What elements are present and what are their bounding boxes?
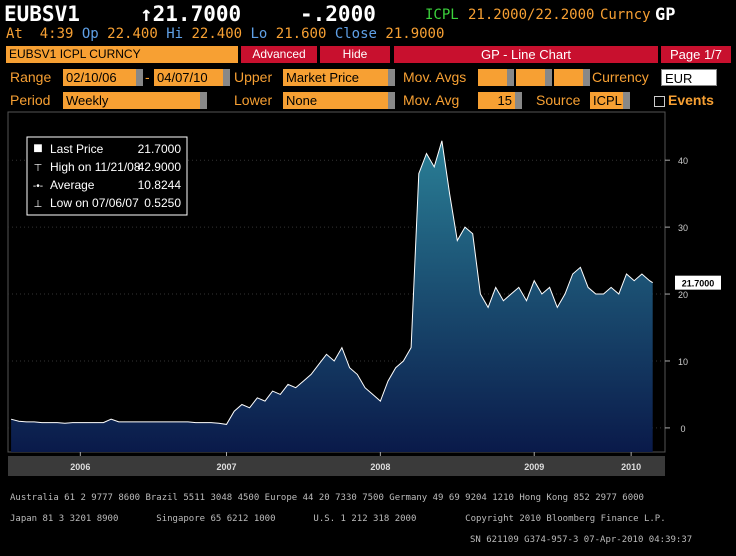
label: Period: [10, 92, 51, 108]
legend-icon: -•-: [33, 181, 43, 192]
label: Hi: [166, 26, 184, 42]
footer-line: Australia 61 2 9777 8600 Brazil 5511 304…: [10, 492, 644, 503]
y-tick-label: 10: [678, 357, 688, 367]
ticker: EUBSV1: [4, 2, 80, 26]
events-checkbox[interactable]: [654, 96, 665, 107]
label: At: [6, 26, 23, 42]
last-price-box: [675, 275, 721, 290]
value: 22.400: [191, 26, 243, 42]
footer: Australia 61 2 9777 8600 Brazil 5511 304…: [10, 482, 692, 556]
value: 4:39: [39, 26, 74, 42]
legend-icon: ⊤: [34, 163, 43, 174]
screen-title: GP - Line Chart: [394, 46, 658, 63]
label: Lo: [250, 26, 268, 42]
x-tick-label: 2007: [216, 462, 236, 472]
mov-avg-period[interactable]: 15: [478, 92, 522, 109]
x-tick-label: 2010: [621, 462, 641, 472]
hide-button[interactable]: Hide: [320, 46, 390, 63]
legend-icon: ■: [33, 140, 43, 157]
legend: [26, 136, 188, 216]
legend-value: 0.5250: [144, 196, 181, 210]
label: Close: [334, 26, 377, 42]
y-tick-label: 40: [678, 156, 688, 166]
legend-value: 21.7000: [138, 142, 182, 156]
x-tick-label: 2006: [70, 462, 90, 472]
mov-avg-field[interactable]: [478, 69, 514, 86]
screen: EUBSV1 ↑21.7000 -.2000 ICPL 21.2000/22.2…: [4, 2, 731, 545]
legend-icon: ⊥: [34, 199, 43, 210]
currency-field[interactable]: EUR: [661, 69, 717, 86]
x-tick-label: 2008: [370, 462, 390, 472]
y-tick-label: 0: [680, 424, 685, 434]
chart: 0 10 20 30 40 2006 2007 2008 2009 2010 21.7000 ■ Las…: [7, 111, 721, 476]
label: Mov. Avg: [403, 92, 460, 108]
mov-avg-field[interactable]: [554, 69, 590, 86]
y-tick-label: 30: [678, 223, 688, 233]
quote-line: At 4:39 Op 22.400 Hi 22.400 Lo 21.600 Cl…: [6, 26, 444, 42]
security-box[interactable]: EUBSV1 ICPL CURNCY: [6, 46, 238, 63]
value: 22.400: [107, 26, 158, 42]
x-axis-band: [8, 456, 665, 476]
source: ICPL: [425, 7, 459, 23]
footer-line: Japan 81 3 3201 8900 Singapore 65 6212 1…: [10, 513, 666, 524]
function: GP: [655, 5, 676, 25]
legend-label: Last Price: [50, 142, 104, 156]
last-price-label: 21.7000: [682, 279, 715, 289]
page-indicator[interactable]: Page 1/7: [661, 46, 731, 63]
mov-avg-field[interactable]: [516, 69, 552, 86]
label: -: [145, 69, 150, 85]
x-tick-label: 2009: [524, 462, 544, 472]
last: ↑21.7000: [140, 2, 242, 26]
area: [11, 140, 653, 453]
value: 21.9000: [385, 26, 445, 42]
label: Lower: [234, 92, 273, 108]
label: Range: [10, 69, 52, 85]
advanced-button[interactable]: Advanced: [241, 46, 317, 63]
bid-ask: 21.2000/22.2000: [468, 7, 595, 23]
footer-line: SN 621109 G374-957-3 07-Apr-2010 04:39:3…: [470, 534, 693, 545]
label: Currency: [592, 69, 649, 85]
lower-field[interactable]: None: [283, 92, 395, 109]
upper-field[interactable]: Market Price: [283, 69, 395, 86]
change: -.2000: [300, 2, 376, 26]
y-tick-label: 20: [678, 290, 688, 300]
period-field[interactable]: Weekly: [63, 92, 207, 109]
label: Events: [668, 92, 714, 108]
legend-label: Low on 07/06/07: [50, 196, 139, 210]
legend-label: Average: [50, 178, 95, 192]
market: Curncy: [600, 7, 651, 23]
source-field[interactable]: ICPL: [590, 92, 630, 109]
value: 21.600: [275, 26, 327, 42]
legend-value: 42.9000: [138, 160, 182, 174]
end-date[interactable]: 04/07/10: [154, 69, 230, 86]
line: [10, 140, 653, 425]
legend-label: High on 11/21/08: [50, 160, 141, 174]
label: Source: [536, 92, 581, 108]
label: Op: [81, 26, 99, 42]
label: Upper: [234, 69, 273, 85]
start-date[interactable]: 02/10/06: [63, 69, 143, 86]
label: Mov. Avgs: [403, 69, 467, 85]
legend-value: 10.8244: [138, 178, 182, 192]
